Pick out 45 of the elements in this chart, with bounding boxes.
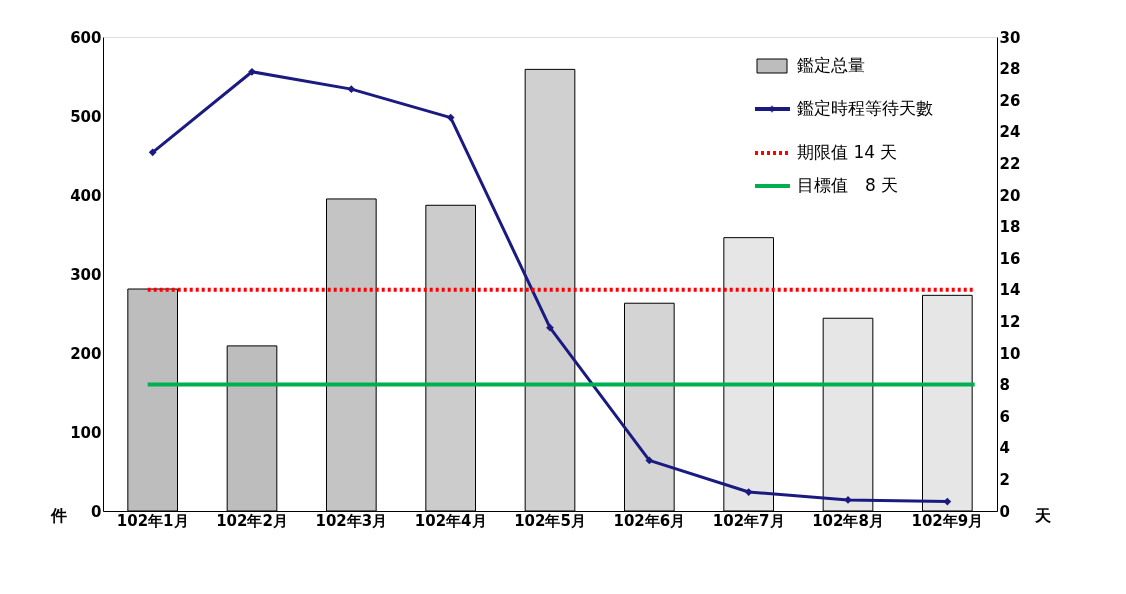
y2-tick-label: 8: [999, 376, 1010, 395]
x-tick-label: 102年8月: [812, 511, 884, 530]
y2-axis-title: 天: [1033, 505, 1052, 525]
legend-label: 目標值 8 天: [797, 175, 899, 195]
x-tick-label: 102年2月: [216, 511, 288, 530]
y-tick-label: 200: [70, 344, 102, 363]
x-tick-label: 102年6月: [613, 511, 686, 530]
y2-tick-label: 4: [999, 439, 1010, 458]
y2-tick-label: 2: [999, 470, 1010, 489]
point: [148, 148, 157, 157]
y2-tick-label: 30: [999, 28, 1021, 47]
x-tick-label: 102年1月: [116, 511, 189, 530]
x-tick-label: 102年5月: [514, 511, 586, 530]
x-tick-label: 102年4月: [414, 511, 487, 530]
x-tick-label: 102年7月: [712, 511, 785, 530]
y2-tick-label: 28: [999, 60, 1021, 79]
y2-tick-label: 24: [999, 123, 1021, 142]
y-tick-label: 0: [91, 502, 102, 521]
y-axis-title: 件: [49, 505, 67, 525]
y2-tick-label: 16: [999, 249, 1021, 268]
point: [347, 85, 356, 94]
y2-tick-label: 12: [999, 312, 1021, 331]
legend-label: 鑑定時程等待天數: [797, 98, 933, 118]
y2-tick-label: 10: [999, 344, 1021, 363]
y-tick-label: 600: [70, 28, 102, 47]
y-tick-label: 300: [70, 265, 102, 284]
x-tick-label: 102年9月: [911, 511, 984, 530]
y2-tick-label: 18: [999, 218, 1021, 237]
point: [248, 67, 256, 76]
y-tick-label: 500: [70, 107, 102, 126]
y2-tick-label: 6: [999, 407, 1010, 426]
y2-tick-label: 0: [999, 502, 1010, 521]
x-tick-label: 102年3月: [315, 511, 388, 530]
point: [744, 488, 753, 496]
legend-label: 鑑定总量: [797, 55, 865, 75]
point: [645, 456, 654, 465]
point: [446, 113, 455, 122]
y2-tick-label: 14: [999, 281, 1021, 300]
y2-tick-label: 22: [999, 154, 1021, 173]
legend-label: 期限值 14 天: [797, 142, 898, 162]
y2-tick-label: 26: [999, 91, 1021, 110]
y2-tick-label: 20: [999, 186, 1021, 205]
y-tick-label: 400: [70, 186, 102, 205]
point: [546, 323, 554, 332]
y-tick-label: 100: [70, 423, 102, 442]
